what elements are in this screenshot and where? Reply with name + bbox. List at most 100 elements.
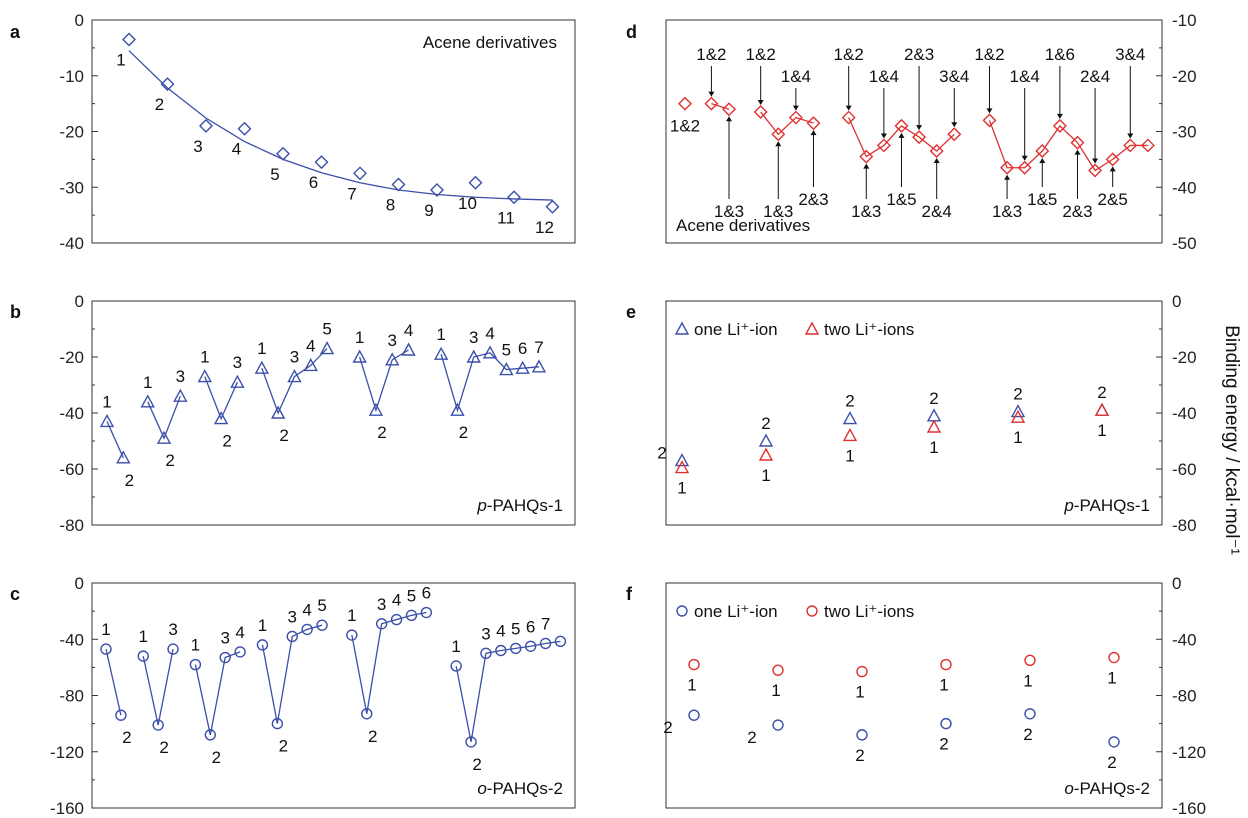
data-point-one-li bbox=[1024, 708, 1036, 720]
arrow-head bbox=[951, 122, 958, 128]
data-point bbox=[385, 352, 400, 366]
point-label: 1 bbox=[355, 328, 364, 347]
data-point bbox=[1070, 135, 1085, 150]
arrow-head bbox=[916, 125, 923, 131]
data-point bbox=[466, 349, 481, 363]
data-point-two-li bbox=[758, 447, 774, 461]
point-label: 3 bbox=[290, 348, 299, 367]
legend-label: one Li⁺-ion bbox=[694, 320, 778, 339]
point-label: 1 bbox=[139, 627, 148, 646]
y-tick-label: 0 bbox=[75, 574, 84, 593]
panel-label: Acene derivatives bbox=[676, 216, 810, 235]
panel-letter-a: a bbox=[10, 22, 21, 42]
data-point bbox=[678, 96, 692, 111]
point-label: 1&2 bbox=[834, 45, 864, 64]
point-label: 2 bbox=[747, 728, 756, 747]
data-point bbox=[929, 144, 944, 159]
point-label: 1 bbox=[687, 676, 696, 695]
data-point bbox=[912, 130, 927, 145]
data-point bbox=[430, 183, 444, 198]
point-label: 4 bbox=[496, 622, 505, 641]
point-label: 6 bbox=[422, 584, 431, 603]
data-point bbox=[230, 374, 245, 388]
point-label: 2 bbox=[1097, 383, 1106, 402]
data-point-two-li bbox=[1094, 402, 1110, 416]
point-label: 4 bbox=[485, 324, 494, 343]
data-point bbox=[99, 413, 115, 428]
data-point-two-li bbox=[772, 664, 784, 676]
point-label: 2 bbox=[855, 746, 864, 765]
data-point bbox=[100, 643, 112, 655]
point-label: 5 bbox=[270, 165, 279, 184]
legend-label: two Li⁺-ions bbox=[824, 602, 914, 621]
point-label: 5 bbox=[502, 341, 511, 360]
arrow-head bbox=[933, 158, 940, 164]
panel-letter-b: b bbox=[10, 302, 21, 322]
point-label: 1&5 bbox=[1027, 190, 1057, 209]
point-label: 1&4 bbox=[869, 67, 899, 86]
y-tick-label: -30 bbox=[59, 178, 84, 197]
data-point-one-li bbox=[674, 453, 690, 467]
point-label: 5 bbox=[322, 320, 331, 339]
series-line bbox=[142, 648, 174, 726]
point-label: 4 bbox=[392, 591, 401, 610]
panel-label-italic: o bbox=[477, 779, 486, 798]
data-point bbox=[368, 402, 384, 416]
data-point bbox=[482, 345, 498, 359]
point-label: 2 bbox=[1023, 725, 1032, 744]
point-label: 1 bbox=[451, 637, 460, 656]
data-point bbox=[554, 635, 567, 648]
y-tick-label: -20 bbox=[59, 123, 84, 142]
data-point bbox=[152, 719, 164, 731]
data-point-two-li bbox=[688, 658, 700, 671]
point-label: 2 bbox=[929, 389, 938, 408]
data-point bbox=[391, 177, 406, 192]
point-label: 1 bbox=[761, 466, 770, 485]
panel-frame-b bbox=[91, 300, 576, 526]
point-label: 2 bbox=[279, 737, 288, 756]
panel-label: Acene derivatives bbox=[423, 33, 557, 52]
data-point bbox=[346, 629, 358, 641]
y-tick-label: -120 bbox=[50, 743, 84, 762]
point-label: 1 bbox=[845, 446, 854, 465]
data-point bbox=[515, 360, 530, 374]
data-point bbox=[859, 149, 874, 164]
panel-letter-f: f bbox=[626, 584, 633, 604]
data-point bbox=[160, 77, 175, 92]
legend-marker bbox=[804, 321, 820, 335]
point-label: 3 bbox=[469, 328, 478, 347]
data-point bbox=[1105, 152, 1120, 167]
point-label: 6 bbox=[309, 173, 318, 192]
data-point bbox=[524, 640, 537, 652]
series-line bbox=[194, 651, 241, 736]
y-tick-label: 0 bbox=[1172, 292, 1181, 311]
point-label: 2 bbox=[155, 95, 164, 114]
panel-letter-e: e bbox=[626, 302, 636, 322]
point-label: 1&2 bbox=[670, 117, 700, 136]
legend-marker bbox=[674, 321, 690, 335]
data-point bbox=[1000, 160, 1015, 175]
data-point bbox=[480, 647, 492, 660]
point-label: 8 bbox=[386, 195, 395, 214]
series-line bbox=[106, 421, 124, 459]
arrow-head bbox=[1127, 133, 1134, 139]
point-label: 1 bbox=[200, 348, 209, 367]
panel-label: o-PAHQs-2 bbox=[1064, 779, 1150, 798]
series-line bbox=[204, 376, 238, 421]
data-point bbox=[137, 650, 149, 662]
point-label: 2 bbox=[663, 718, 672, 737]
point-label: 2&3 bbox=[1062, 202, 1092, 221]
point-label: 2&5 bbox=[1098, 190, 1128, 209]
data-point bbox=[173, 388, 188, 402]
point-label: 3 bbox=[220, 629, 229, 648]
point-label: 4 bbox=[235, 623, 244, 642]
fit-curve bbox=[128, 50, 553, 201]
data-point bbox=[353, 166, 367, 181]
point-label: 5 bbox=[511, 619, 520, 638]
point-label: 1&6 bbox=[1045, 45, 1075, 64]
arrow-head bbox=[757, 99, 764, 105]
y-tick-label: 0 bbox=[75, 11, 84, 30]
y-tick-label: -160 bbox=[1172, 799, 1206, 818]
point-label: 1 bbox=[191, 636, 200, 655]
data-point bbox=[189, 658, 202, 671]
